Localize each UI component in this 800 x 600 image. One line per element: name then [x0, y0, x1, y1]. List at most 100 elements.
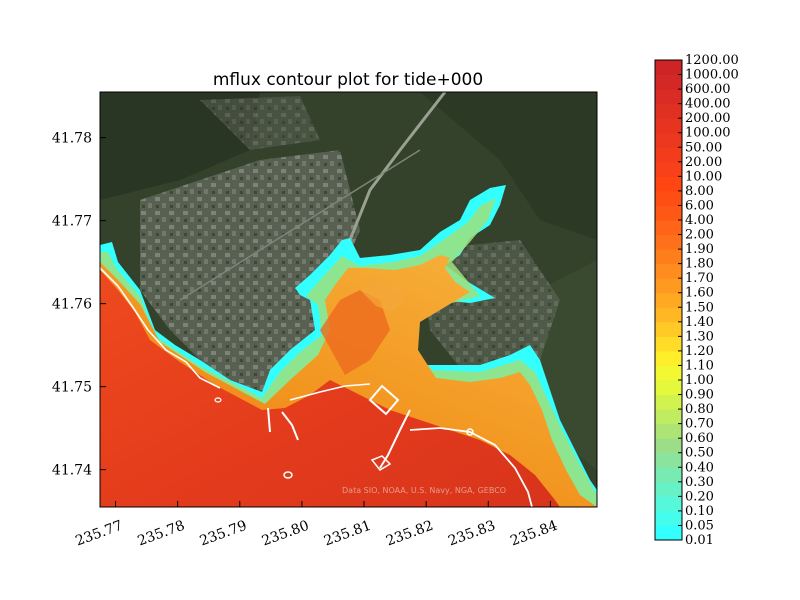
colorbar-swatch	[655, 234, 682, 250]
shoreline-contour	[289, 383, 371, 401]
colorbar-swatch	[655, 307, 682, 323]
colorbar-label: 0.80	[685, 402, 714, 417]
x-tick-label: 235.80	[260, 518, 312, 550]
jetty	[281, 411, 299, 441]
colorbar-label: 200.00	[685, 111, 731, 126]
colorbar-swatch	[655, 350, 682, 366]
colorbar-label: 100.00	[685, 126, 731, 141]
colorbar-swatch	[655, 89, 682, 105]
colorbar-label: 0.60	[685, 431, 714, 446]
colorbar-label: 400.00	[685, 97, 731, 112]
highway	[348, 92, 447, 241]
colorbar-label: 1.00	[685, 373, 714, 388]
colorbar-swatch	[655, 481, 682, 497]
colorbar-swatch	[655, 321, 682, 337]
basemap-attribution: Data SIO, NOAA, U.S. Navy, NGA, GEBCO	[342, 486, 506, 495]
colorbar-label: 2.00	[685, 228, 714, 243]
map-axes: Data SIO, NOAA, U.S. Navy, NGA, GEBCO 23…	[52, 91, 598, 550]
y-ticks: 41.74 41.75 41.76 41.77 41.78	[52, 131, 106, 479]
colorbar-swatch	[655, 336, 682, 352]
colorbar-label: 1200.00	[685, 53, 739, 68]
town-area	[200, 96, 320, 150]
colorbar-swatch	[655, 103, 682, 119]
colorbar-label: 1.60	[685, 286, 714, 301]
colorbar-label: 1.20	[685, 344, 714, 359]
colorbar-label: 1.40	[685, 315, 714, 330]
colorbar: 0.010.050.100.200.300.400.500.600.700.80…	[654, 53, 739, 548]
town-area	[140, 150, 360, 400]
colorbar-swatch	[655, 292, 682, 308]
colorbar-swatch	[655, 423, 682, 439]
colorbar-label: 1.70	[685, 271, 714, 286]
colorbar-label: 20.00	[685, 155, 722, 170]
colorbar-label: 4.00	[685, 213, 714, 228]
y-tick-label: 41.77	[52, 214, 92, 230]
colorbar-frame	[654, 59, 683, 541]
flux-ocean	[100, 270, 560, 507]
colorbar-label: 8.00	[685, 184, 714, 199]
colorbar-label: 0.40	[685, 460, 714, 475]
colorbar-label: 10.00	[685, 169, 722, 184]
x-tick-label: 235.84	[508, 518, 560, 550]
islet	[466, 428, 474, 436]
colorbar-swatch	[655, 278, 682, 294]
colorbar-label: 0.50	[685, 446, 714, 461]
islet	[370, 455, 392, 471]
colorbar-swatch	[655, 161, 682, 177]
colorbar-label: 6.00	[685, 198, 714, 213]
colorbar-swatch	[655, 118, 682, 134]
colorbar-label: 50.00	[685, 140, 722, 155]
colorbar-label: 1.10	[685, 358, 714, 373]
x-tick-label: 235.82	[384, 518, 436, 550]
colorbar-swatch	[655, 365, 682, 381]
colorbar-label: 1000.00	[685, 68, 739, 83]
road	[179, 149, 421, 301]
shoreline-contour	[100, 267, 221, 389]
colorbar-label: 1.50	[685, 300, 714, 315]
colorbar-label: 600.00	[685, 82, 731, 97]
axes-frame	[99, 91, 598, 508]
colorbar-swatch	[655, 220, 682, 236]
y-tick-label: 41.75	[52, 380, 92, 396]
shoreline-contour	[409, 427, 533, 507]
colorbar-swatch	[655, 394, 682, 410]
colorbar-label: 0.05	[685, 518, 714, 533]
colorbar-label: 1.90	[685, 242, 714, 257]
y-tick-label: 41.78	[52, 131, 92, 147]
flux-channel	[320, 290, 390, 375]
islet	[283, 471, 293, 479]
x-tick-label: 235.78	[136, 518, 188, 550]
colorbar-swatch	[655, 249, 682, 265]
colorbar-swatch	[655, 510, 682, 526]
colorbar-swatch	[655, 147, 682, 163]
x-tick-label: 235.83	[446, 518, 498, 550]
flux-channel	[360, 282, 405, 312]
colorbar-swatch	[655, 467, 682, 483]
y-tick-label: 41.74	[52, 463, 92, 479]
colorbar-label: 0.20	[685, 489, 714, 504]
colorbar-label: 0.30	[685, 475, 714, 490]
islet	[214, 397, 222, 403]
x-tick-label: 235.81	[322, 518, 374, 550]
colorbar-label: 1.80	[685, 257, 714, 272]
y-tick-label: 41.76	[52, 297, 92, 313]
colorbar-label: 0.10	[685, 504, 714, 519]
colorbar-label: 0.90	[685, 388, 714, 403]
colorbar-swatch	[655, 190, 682, 206]
colorbar-swatch	[655, 205, 682, 221]
colorbar-label: 0.01	[685, 533, 714, 548]
jetty	[267, 407, 271, 433]
colorbar-swatch	[655, 380, 682, 396]
chart-title: mflux contour plot for tide+000	[213, 70, 483, 90]
breakwater	[368, 384, 400, 416]
breakwater	[379, 409, 411, 469]
colorbar-swatch	[655, 452, 682, 468]
colorbar-swatch	[655, 409, 682, 425]
x-ticks: 235.77 235.78 235.79 235.80 235.81 235.82 235.…	[73, 501, 560, 550]
colorbar-label: 0.70	[685, 417, 714, 432]
colorbar-swatch	[655, 438, 682, 454]
x-tick-label: 235.77	[73, 518, 125, 550]
colorbar-label: 1.30	[685, 329, 714, 344]
colorbar-swatch	[655, 525, 682, 541]
